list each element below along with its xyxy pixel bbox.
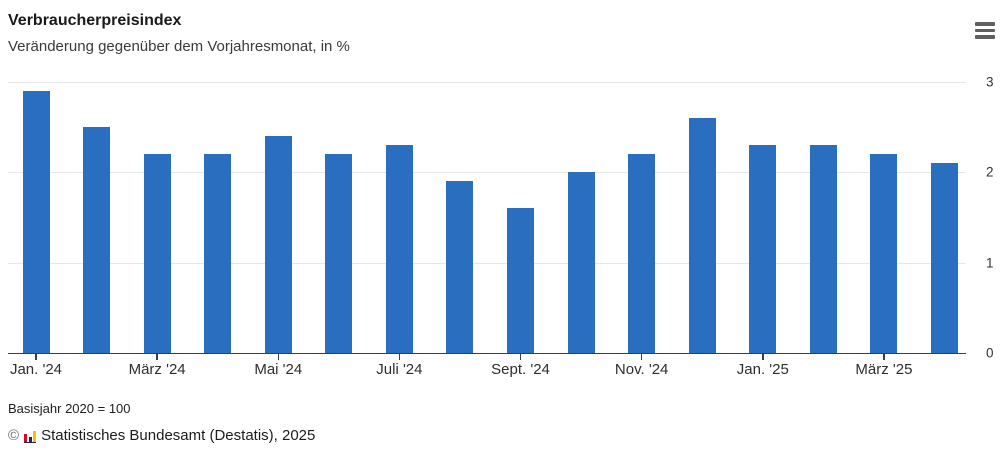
x-axis-tick-label: März '24 — [128, 361, 186, 378]
copyright-symbol: © — [8, 427, 20, 444]
source-text: Statistisches Bundesamt (Destatis), 2025 — [41, 427, 316, 444]
x-axis-tick-label: Jan. '25 — [736, 361, 789, 378]
context-menu-button[interactable] — [973, 17, 997, 44]
chart-bar[interactable] — [385, 145, 413, 353]
x-axis-tick — [883, 353, 885, 360]
x-axis-tick — [35, 353, 37, 360]
chart-bar[interactable] — [809, 145, 837, 353]
x-axis-tick — [156, 353, 158, 360]
chart-bar[interactable] — [749, 145, 777, 353]
chart-bar[interactable] — [931, 163, 958, 353]
y-axis-tick-label: 0 — [986, 345, 994, 361]
chart-bar[interactable] — [264, 136, 292, 353]
chart-bar[interactable] — [22, 91, 50, 353]
plot-area — [8, 82, 966, 354]
destatis-bars-logo-icon — [24, 429, 37, 443]
x-axis-tick-label: Mai '24 — [254, 361, 303, 378]
chart-bar[interactable] — [870, 154, 898, 353]
gridline — [8, 82, 966, 83]
x-axis-tick — [640, 353, 643, 360]
x-axis-tick-label: Nov. '24 — [614, 361, 669, 378]
x-axis-tick-label: März '25 — [855, 361, 913, 378]
y-axis-tick-label: 3 — [986, 74, 994, 90]
chart-bar[interactable] — [143, 154, 171, 353]
chart-bar[interactable] — [446, 181, 474, 353]
x-axis-tick-label: Juli '24 — [376, 361, 423, 378]
x-axis-tick-label: Jan. '24 — [9, 361, 63, 378]
chart-bar[interactable] — [688, 118, 716, 353]
y-axis-tick-label: 1 — [986, 255, 994, 271]
chart-bar[interactable] — [507, 208, 535, 353]
x-axis-tick-label: Sept. '24 — [491, 361, 550, 378]
chart-subtitle: Veränderung gegenüber dem Vorjahresmonat… — [8, 38, 350, 55]
chart-title: Verbraucherpreisindex — [8, 12, 182, 29]
gridline — [8, 262, 966, 264]
hamburger-menu-icon — [975, 22, 995, 39]
base-year-note: Basisjahr 2020 = 100 — [8, 401, 131, 416]
chart-bar[interactable] — [204, 154, 232, 353]
x-axis-tick — [762, 353, 764, 360]
chart-bar[interactable] — [325, 154, 353, 353]
chart-bar[interactable] — [628, 154, 656, 353]
x-axis-tick — [519, 353, 522, 360]
chart-bar[interactable] — [83, 127, 111, 353]
x-axis-tick — [398, 353, 401, 360]
y-axis-tick-label: 2 — [986, 164, 994, 180]
x-axis-tick — [277, 353, 280, 360]
gridline — [8, 172, 966, 174]
source-line: © Statistisches Bundesamt (Destatis), 20… — [8, 427, 315, 444]
chart-bar[interactable] — [567, 172, 595, 353]
